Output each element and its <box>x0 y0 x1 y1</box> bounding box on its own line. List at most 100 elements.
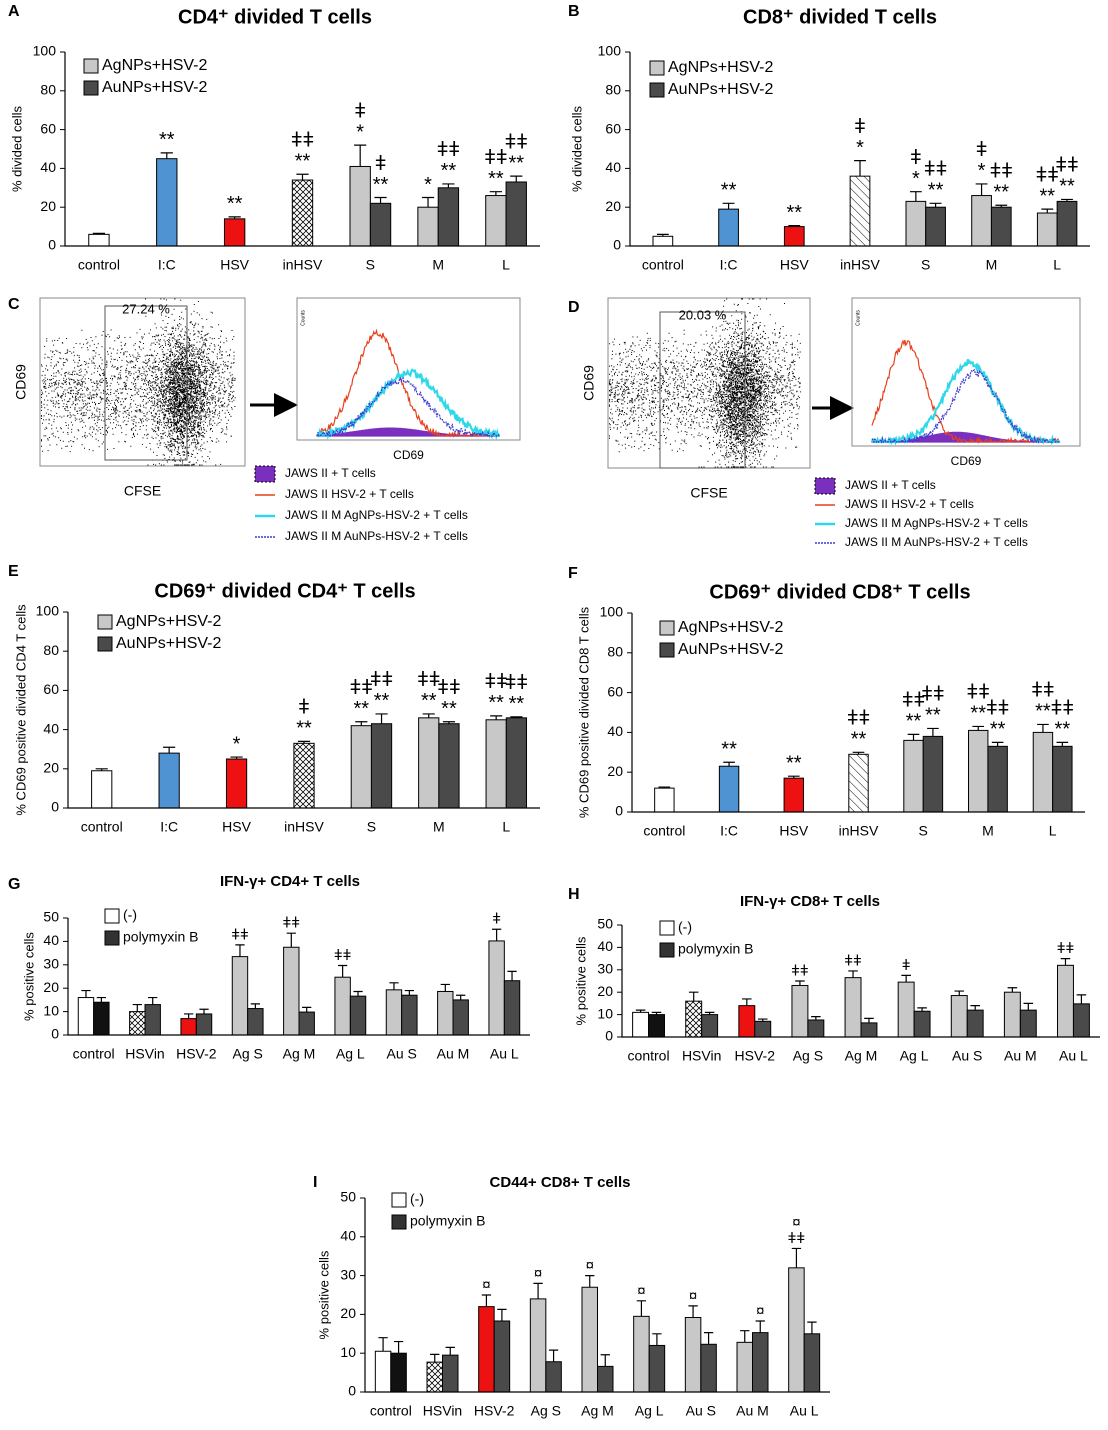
axis-line <box>64 52 540 247</box>
bar <box>195 1013 213 1036</box>
error-bar <box>81 989 91 998</box>
x-tick-label: Au S <box>386 1046 416 1062</box>
panel-letter: F <box>568 565 578 582</box>
error-bar <box>354 144 367 167</box>
x-tick-label: S <box>921 257 930 273</box>
error-bar <box>1060 958 1071 966</box>
significance-marker: ǂǂ <box>921 684 944 706</box>
x-tick-label: Au M <box>437 1046 470 1062</box>
error-bar <box>688 1305 698 1318</box>
legend-swatch <box>97 636 113 652</box>
bar <box>452 999 469 1036</box>
y-tick-label: 80 <box>605 82 621 98</box>
error-bar <box>635 1009 646 1013</box>
significance-marker: ǂǂ <box>788 1230 806 1247</box>
bar <box>783 777 804 813</box>
bar <box>247 1008 264 1036</box>
scatter-dots <box>609 298 801 468</box>
legend-swatch <box>814 477 836 495</box>
x-tick-label: control <box>78 257 120 273</box>
significance-marker: * <box>356 121 364 143</box>
y-tick-label: 0 <box>51 799 59 815</box>
significance-marker: ǂǂ <box>1051 698 1074 720</box>
bar <box>1036 212 1058 247</box>
legend-label: AgNPs+HSV-2 <box>116 613 221 630</box>
panel-letter: G <box>8 876 20 893</box>
histogram-curve <box>316 328 500 438</box>
x-tick-label: M <box>433 819 445 835</box>
x-tick-label: control <box>628 1048 670 1064</box>
significance-marker: ** <box>1055 719 1071 741</box>
significance-marker: ** <box>786 202 802 224</box>
legend-swatch <box>83 58 99 74</box>
error-bar <box>286 932 296 948</box>
bar <box>418 717 440 809</box>
x-tick-label: HSV <box>222 819 251 835</box>
significance-marker: * <box>912 168 920 190</box>
bar <box>129 1011 146 1036</box>
error-bar <box>228 216 241 219</box>
significance-marker: ¤ <box>689 1287 697 1304</box>
error-bar <box>795 980 805 986</box>
bar <box>783 226 805 247</box>
significance-marker: ** <box>159 129 175 151</box>
bar <box>417 206 439 247</box>
bar <box>374 1350 392 1393</box>
legend-label: AuNPs+HSV-2 <box>678 641 783 658</box>
x-tick-label: control <box>73 1046 115 1062</box>
x-tick-label: Au L <box>1059 1048 1088 1064</box>
bar <box>788 1267 805 1393</box>
legend-label: JAWS II M AgNPs-HSV-2 + T cells <box>845 516 1028 530</box>
x-tick-label: Au L <box>790 1403 819 1419</box>
significance-marker: ** <box>373 174 389 196</box>
error-bar <box>901 974 911 983</box>
x-tick-label: HSV <box>780 257 809 273</box>
x-tick-label: Ag M <box>581 1403 614 1419</box>
y-tick-label: 30 <box>597 961 613 977</box>
x-tick-label: S <box>367 819 376 835</box>
y-tick-label: 60 <box>607 683 623 699</box>
x-tick-label: HSV-2 <box>176 1046 217 1062</box>
bar <box>437 187 460 247</box>
legend-swatch <box>649 82 665 98</box>
error-bar <box>811 1016 821 1020</box>
x-tick-label: L <box>1053 257 1061 273</box>
significance-marker: ǂǂ <box>791 962 809 979</box>
significance-marker: ** <box>1059 176 1075 198</box>
bar <box>370 723 393 809</box>
y-tick-label: 40 <box>597 938 613 954</box>
significance-marker: ǂǂ <box>370 669 393 691</box>
significance-marker: ǂ <box>492 911 501 928</box>
significance-marker: ** <box>508 152 524 174</box>
bar <box>1003 991 1021 1038</box>
chart-title: CD69⁺ divided CD8⁺ T cells <box>709 581 970 603</box>
hist-y-label: Counts <box>300 310 306 326</box>
error-bar <box>656 233 669 237</box>
error-bar <box>132 1003 142 1012</box>
chart-title: CD69⁺ divided CD4⁺ T cells <box>154 580 415 602</box>
y-tick-label: 0 <box>613 237 621 253</box>
y-axis-label: % positive cells <box>21 932 36 1021</box>
x-tick-label: S <box>919 823 928 839</box>
error-bar <box>378 1337 388 1352</box>
significance-marker: ǂǂ <box>437 139 460 161</box>
hist-y-label: Counts <box>855 310 861 326</box>
legend-label: JAWS II M AuNPs-HSV-2 + T cells <box>845 535 1028 549</box>
x-tick-label: control <box>370 1403 412 1419</box>
y-tick-label: 20 <box>605 198 621 214</box>
significance-marker: ǂǂ <box>350 677 373 699</box>
bar <box>922 735 944 813</box>
legend-swatch <box>83 80 99 96</box>
error-bar <box>353 990 363 997</box>
bar <box>390 1352 407 1393</box>
legend-swatch <box>659 942 675 958</box>
error-bar <box>533 1282 543 1299</box>
y-axis-label: CD69 <box>13 364 29 400</box>
y-tick-label: 100 <box>598 43 622 59</box>
significance-marker: ** <box>990 719 1006 741</box>
error-bar <box>235 944 245 957</box>
legend-label: (-) <box>410 1191 424 1207</box>
bar <box>77 997 95 1036</box>
significance-marker: ** <box>970 703 986 725</box>
panel-letter: C <box>8 296 20 313</box>
